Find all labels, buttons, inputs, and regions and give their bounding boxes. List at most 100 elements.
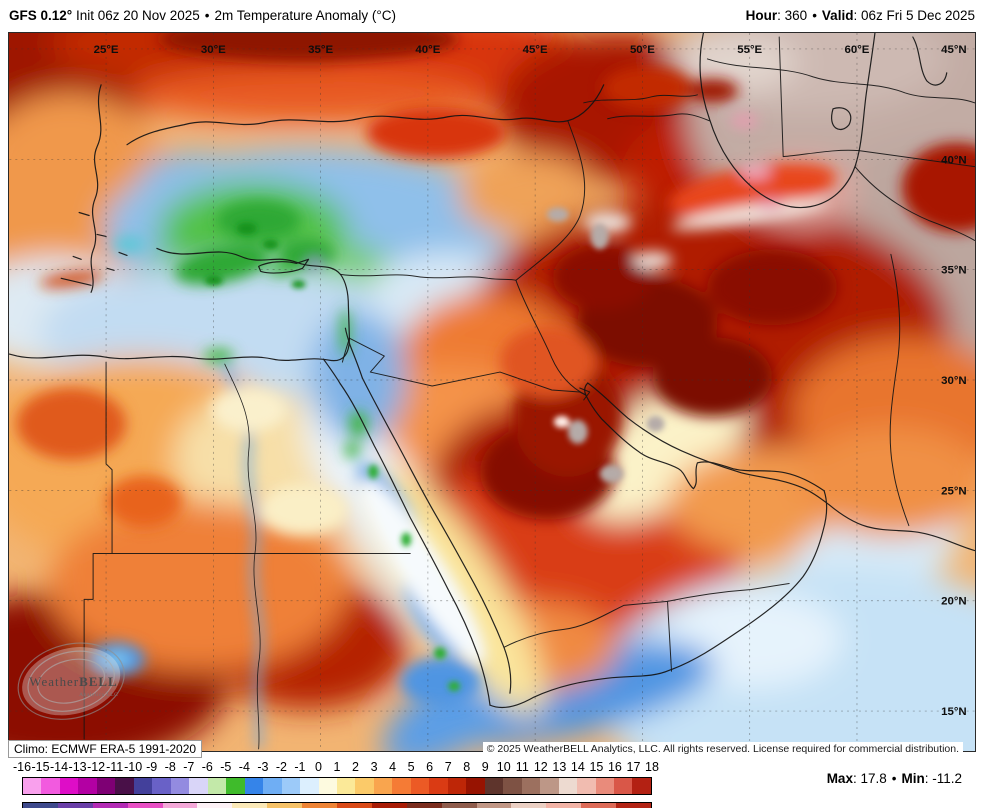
- colorbar-cell: [78, 778, 97, 794]
- partial-colorbar-cell: [23, 803, 58, 808]
- colorbar-tick: 5: [407, 760, 415, 774]
- colorbar-tick: -2: [275, 760, 287, 774]
- title-bar: GFS 0.12° Init 06z 20 Nov 2025 • 2m Temper…: [0, 0, 984, 32]
- colorbar-tick: -4: [238, 760, 250, 774]
- colorbar-cell: [429, 778, 448, 794]
- title-separator: •: [204, 8, 210, 23]
- partial-colorbar-cell: [371, 803, 407, 808]
- colorbar-tick: -6: [201, 760, 213, 774]
- min-value: : -11.2: [924, 771, 962, 786]
- colorbar-cells: [22, 777, 652, 795]
- colorbar-cell: [521, 778, 541, 794]
- partial-colorbar-cell: [302, 803, 338, 808]
- hour-value: : 360: [777, 8, 808, 23]
- stats-separator: •: [891, 771, 897, 786]
- geo-labels: 25°E 30°E 35°E 40°E 45°E 50°E 55°E 60°E 45°N 40°N…: [94, 44, 967, 718]
- partial-colorbar: [22, 802, 652, 808]
- max-min-stats: Max: 17.8 • Min: -11.2: [827, 771, 962, 786]
- field-medium-blobs: [16, 33, 975, 750]
- colorbar-tick: 7: [444, 760, 452, 774]
- colorbar-tick: 15: [589, 760, 604, 774]
- partial-colorbar-cell: [511, 803, 547, 808]
- valid-separator: •: [812, 8, 817, 23]
- colorbar-cell: [558, 778, 578, 794]
- colorbar-tick: 18: [645, 760, 659, 774]
- colorbar-tick: 1: [333, 760, 341, 774]
- partial-colorbar-cell: [581, 803, 617, 808]
- partial-colorbar-cell: [197, 803, 233, 808]
- graticule: [9, 33, 975, 751]
- partial-colorbar-cell: [406, 803, 442, 808]
- colorbar-cell: [41, 778, 60, 794]
- colorbar-tick: 3: [370, 760, 378, 774]
- partial-colorbar-cell: [57, 803, 93, 808]
- partial-colorbar-cell: [127, 803, 163, 808]
- colorbar-cell: [170, 778, 190, 794]
- lat-label: 30°N: [941, 375, 967, 387]
- logo-disc: [22, 647, 121, 716]
- colorbar-tick: 11: [515, 760, 529, 774]
- colorbar-cell: [373, 778, 393, 794]
- lon-label: 25°E: [94, 44, 119, 56]
- colorbar-tick: 10: [496, 760, 511, 774]
- valid-value: : 06z Fri 5 Dec 2025: [853, 8, 975, 23]
- partial-colorbar-cell: [162, 803, 198, 808]
- colorbar-tick: 13: [552, 760, 567, 774]
- colorbar-tick: -11: [106, 760, 124, 774]
- colorbar-tick: 9: [481, 760, 489, 774]
- partial-colorbar-cell: [616, 803, 652, 808]
- logo-text: WeatherBELL: [29, 674, 117, 689]
- colorbar-cell: [189, 778, 208, 794]
- partial-colorbar-cell: [476, 803, 512, 808]
- lon-label: 55°E: [737, 44, 762, 56]
- partial-colorbar-cell: [267, 803, 303, 808]
- colorbar-tick: -12: [87, 760, 106, 774]
- colorbar-tick: -5: [220, 760, 232, 774]
- colorbar-tick: 4: [389, 760, 397, 774]
- product-name: 2m Temperature Anomaly (°C): [214, 8, 396, 23]
- colorbar-cell: [318, 778, 337, 794]
- colorbar-tick: -9: [146, 760, 158, 774]
- lon-label: 35°E: [308, 44, 333, 56]
- lat-label: 35°N: [941, 265, 967, 277]
- colorbar-cell: [96, 778, 116, 794]
- colorbar-tick: -3: [257, 760, 269, 774]
- colorbar-cell: [300, 778, 319, 794]
- lon-label: 40°E: [415, 44, 440, 56]
- colorbar-tick: 8: [463, 760, 471, 774]
- anomaly-map-canvas: 25°E 30°E 35°E 40°E 45°E 50°E 55°E 60°E 45°N 40°N…: [9, 33, 975, 751]
- colorbar-cell: [336, 778, 356, 794]
- lat-label: 40°N: [941, 154, 967, 166]
- colorbar-tick: -16: [12, 760, 32, 774]
- colorbar-tick: -10: [124, 760, 143, 774]
- colorbar-cell: [484, 778, 504, 794]
- partial-colorbar-cell: [441, 803, 477, 808]
- colorbar-tick: 12: [533, 760, 548, 774]
- copyright-label: © 2025 WeatherBELL Analytics, LLC. All r…: [482, 742, 963, 756]
- colorbar-ticks: -16 -15 -14 -13 -12 -11 -10 -9 -8 -7 -6 -5 -4 -3 -2 -1 0…: [13, 760, 659, 775]
- colorbar-cell: [244, 778, 264, 794]
- model-name: GFS 0.12°: [9, 8, 73, 23]
- max-label: Max: [826, 771, 853, 786]
- colorbar-cell: [152, 778, 171, 794]
- colorbar-tick: -1: [294, 760, 306, 774]
- max-value: : 17.8: [852, 771, 887, 786]
- colorbar-cell: [59, 778, 79, 794]
- colorbar-tick: 17: [626, 760, 641, 774]
- lat-label: 20°N: [941, 596, 967, 608]
- logo-subtext: Analytics LLC: [79, 692, 118, 698]
- colorbar-cell: [540, 778, 559, 794]
- colorbar-cell: [577, 778, 596, 794]
- country-borders: [83, 36, 975, 740]
- partial-colorbar-cell: [337, 803, 372, 808]
- min-label: Min: [901, 771, 925, 786]
- colorbar-tick: -15: [31, 760, 50, 774]
- init-time: Init 06z 20 Nov 2025: [75, 8, 200, 23]
- valid-title: Hour: 360 • Valid: 06z Fri 5 Dec 2025: [746, 8, 975, 23]
- colorbar-cell: [447, 778, 467, 794]
- colorbar-cell: [503, 778, 522, 794]
- lat-label: 25°N: [941, 485, 967, 497]
- lon-label: 30°E: [201, 44, 226, 56]
- lon-label: 50°E: [630, 44, 655, 56]
